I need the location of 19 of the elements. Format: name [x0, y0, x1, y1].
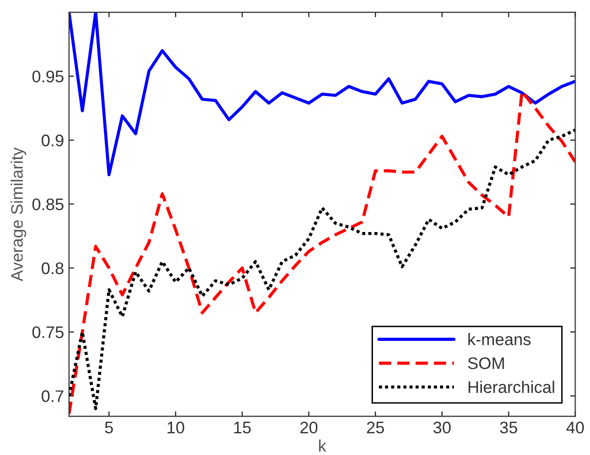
x-tick-label: 10	[168, 422, 184, 434]
x-tick-label: 35	[500, 422, 518, 434]
y-tick-label: 0.85	[32, 198, 64, 210]
x-tick-label: 30	[433, 422, 451, 434]
y-axis-title: Average Similarity	[10, 147, 26, 282]
x-tick-label: 15	[234, 422, 251, 434]
y-tick-label: 0.9	[42, 134, 64, 146]
x-tick-label: 20	[300, 422, 318, 434]
y-tick-label: 0.95	[32, 70, 64, 82]
y-tick-label: 0.8	[42, 262, 64, 274]
y-tick-label: 0.7	[42, 390, 64, 402]
x-tick-label: 5	[105, 422, 113, 434]
x-tick-label: 25	[366, 422, 384, 434]
legend-label: k-means	[468, 333, 531, 346]
legend-label: Hierarchical	[468, 380, 554, 394]
legend-label: SOM	[468, 357, 504, 370]
x-tick-label: 40	[566, 422, 584, 434]
y-tick-label: 0.75	[32, 326, 64, 338]
x-axis-title: k	[319, 440, 326, 452]
